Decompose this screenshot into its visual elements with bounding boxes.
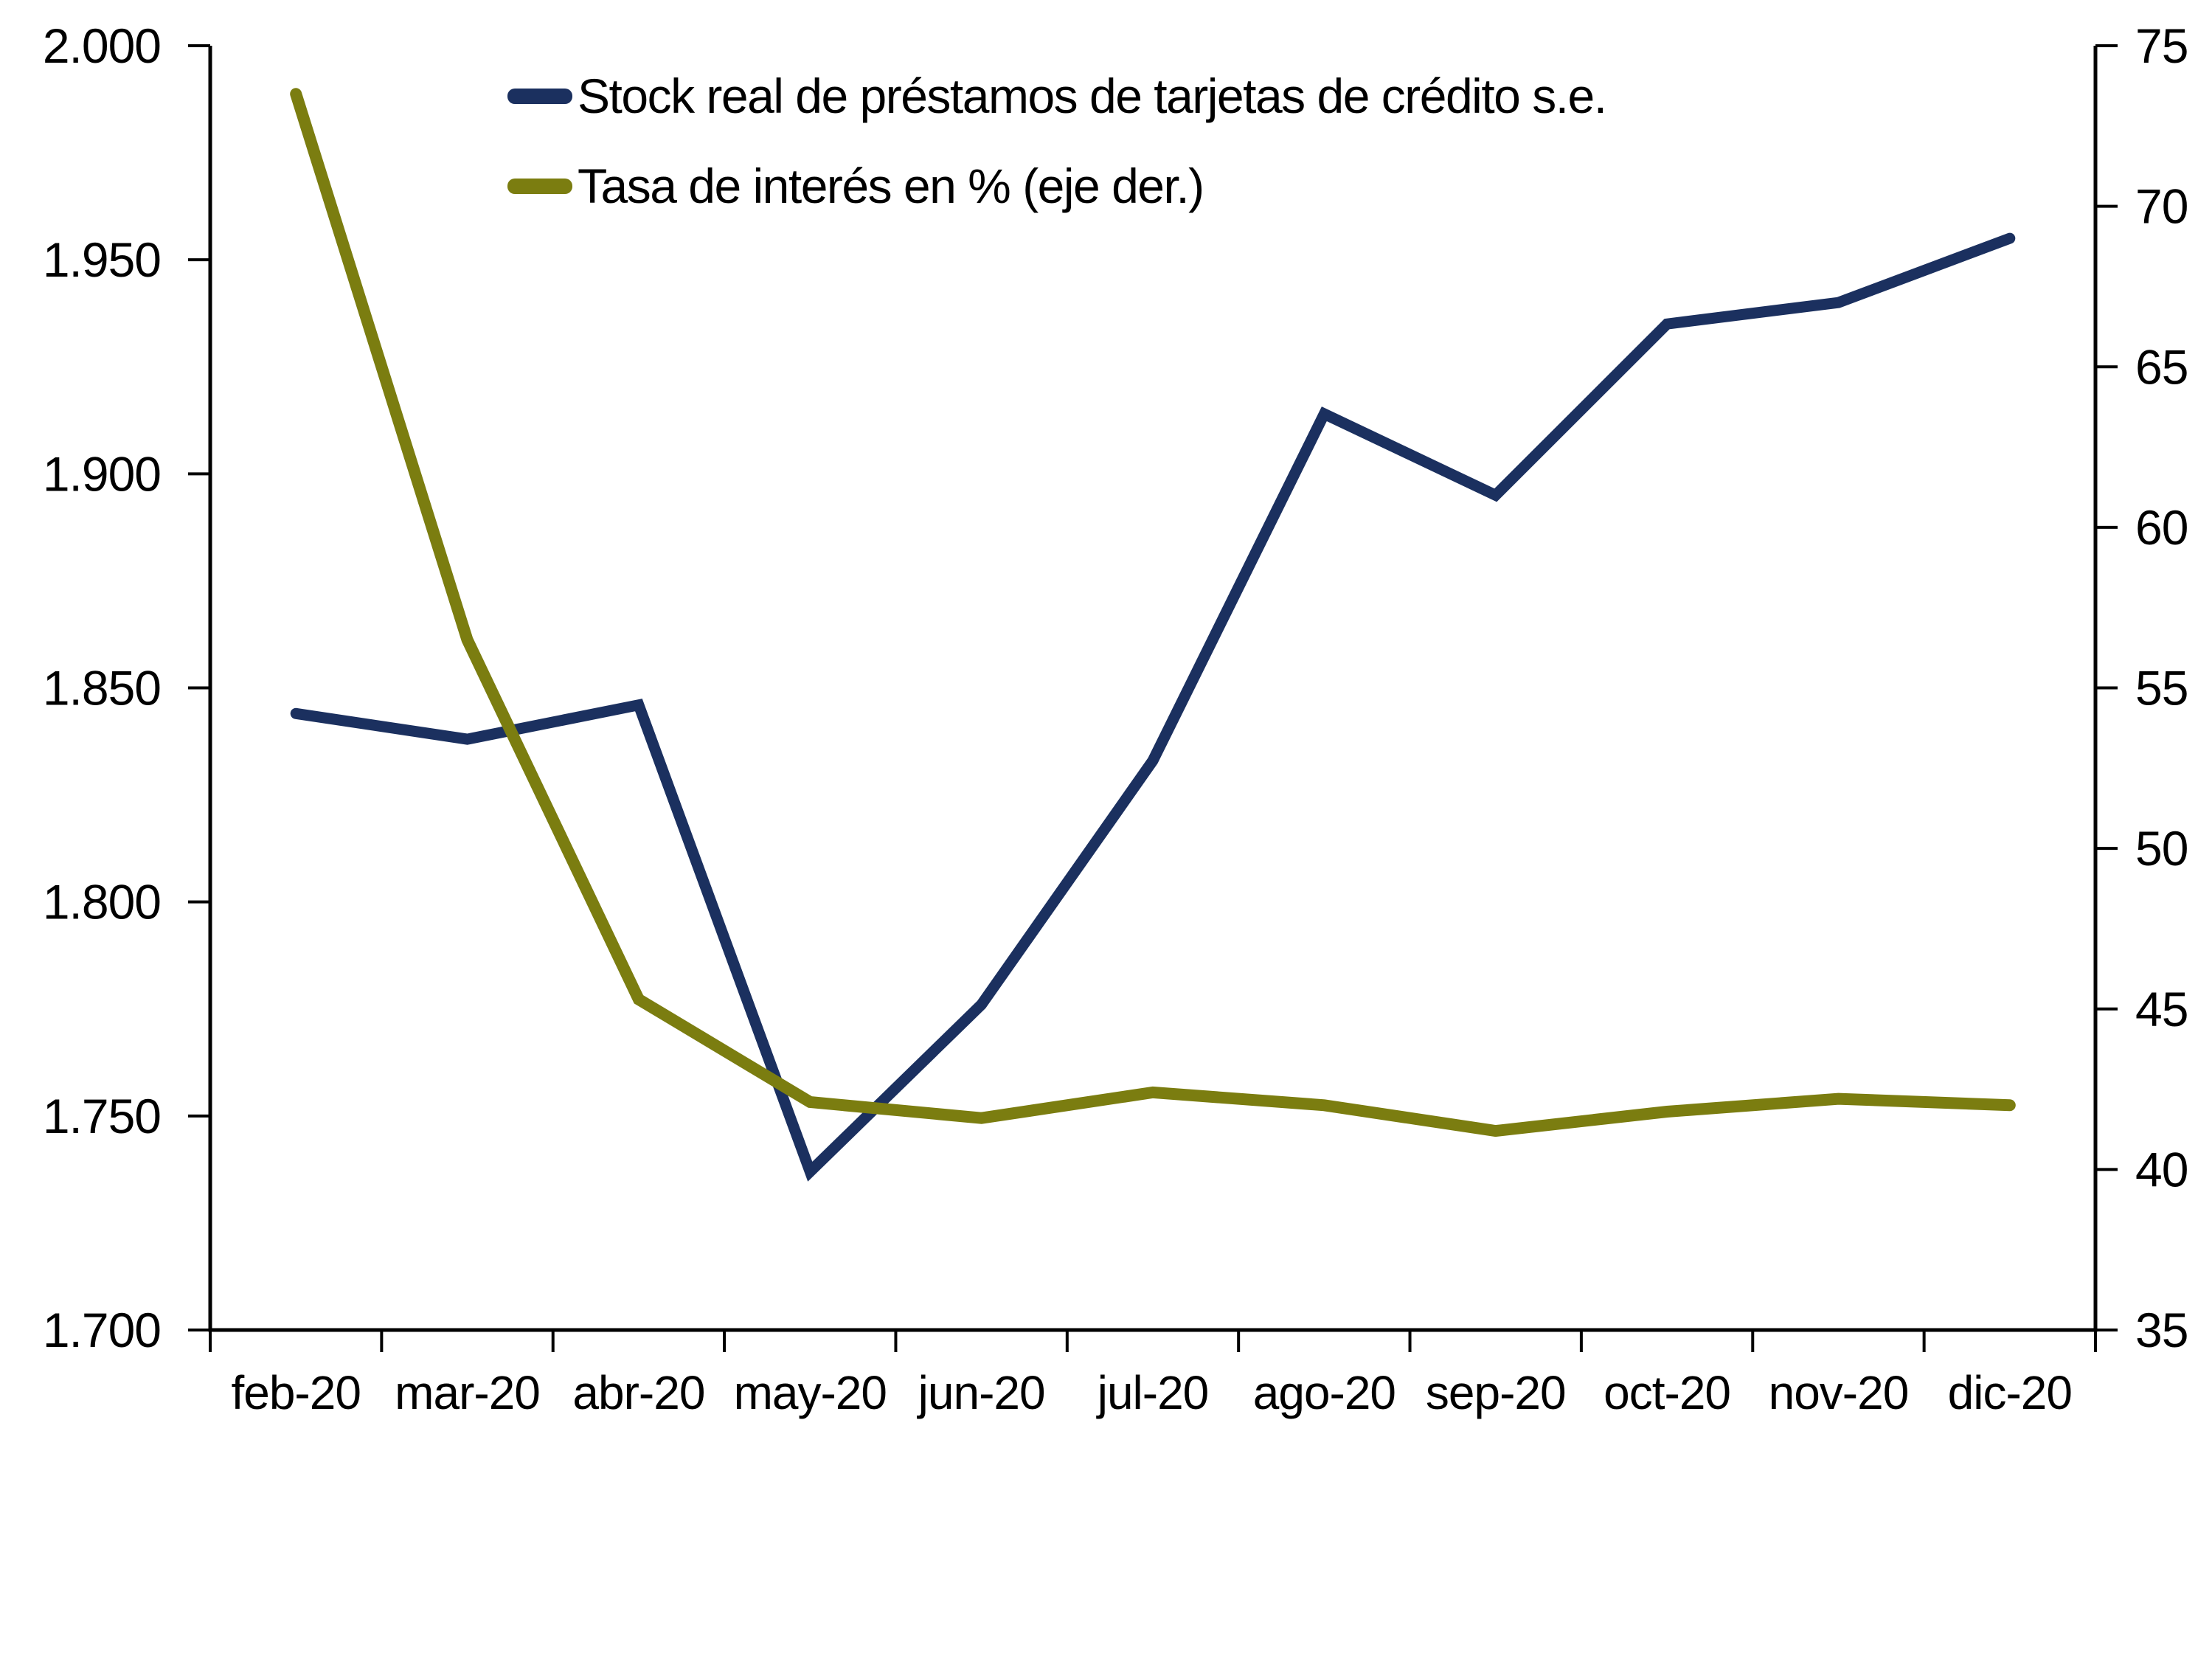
x-axis-label: sep-20	[1426, 1366, 1566, 1419]
right-axis-tick-label: 70	[2135, 179, 2188, 234]
stock-series-swatch-icon	[507, 88, 572, 104]
x-axis-label: ago-20	[1253, 1366, 1395, 1419]
right-axis-tick-label: 35	[2135, 1303, 2188, 1357]
x-axis-label: nov-20	[1769, 1366, 1909, 1419]
legend-label-tasa: Tasa de interés en % (eje der.)	[578, 159, 1204, 213]
stock-series-line	[290, 232, 2016, 1182]
x-axis-label: abr-20	[572, 1366, 704, 1419]
left-axis-tick-label: 1.900	[43, 446, 161, 501]
left-axis-tick-label: 1.850	[43, 661, 161, 716]
legend: Stock real de préstamos de tarjetas de c…	[507, 62, 1607, 242]
x-axis-label: jul-20	[1096, 1366, 1209, 1419]
right-axis-tick-label: 60	[2135, 500, 2188, 555]
x-axis-label: feb-20	[231, 1366, 360, 1419]
left-axis-tick-label: 1.750	[43, 1089, 161, 1143]
right-axis-tick-label: 40	[2135, 1142, 2188, 1196]
right-axis-tick-label: 65	[2135, 339, 2188, 394]
legend-item-stock: Stock real de préstamos de tarjetas de c…	[507, 62, 1607, 130]
x-axis-label: mar-20	[395, 1366, 540, 1419]
left-axis-tick-label: 1.800	[43, 875, 161, 929]
left-axis-tick-label: 2.000	[43, 18, 161, 73]
x-axis-label: may-20	[734, 1366, 887, 1419]
legend-item-tasa: Tasa de interés en % (eje der.)	[507, 152, 1606, 220]
tasa-series-line	[290, 88, 2016, 1137]
x-axis-label: jun-20	[917, 1366, 1045, 1419]
right-axis-tick-label: 55	[2135, 661, 2188, 716]
left-axis-tick-label: 1.700	[43, 1303, 161, 1357]
legend-label-stock: Stock real de préstamos de tarjetas de c…	[578, 69, 1607, 123]
tasa-series-swatch-icon	[507, 178, 572, 194]
right-axis-tick-label: 45	[2135, 982, 2188, 1036]
x-axis-label: dic-20	[1948, 1366, 2072, 1419]
x-axis-label: oct-20	[1603, 1366, 1730, 1419]
right-axis-tick-label: 75	[2135, 18, 2188, 73]
left-axis-tick-label: 1.950	[43, 232, 161, 287]
right-axis-tick-label: 50	[2135, 821, 2188, 876]
